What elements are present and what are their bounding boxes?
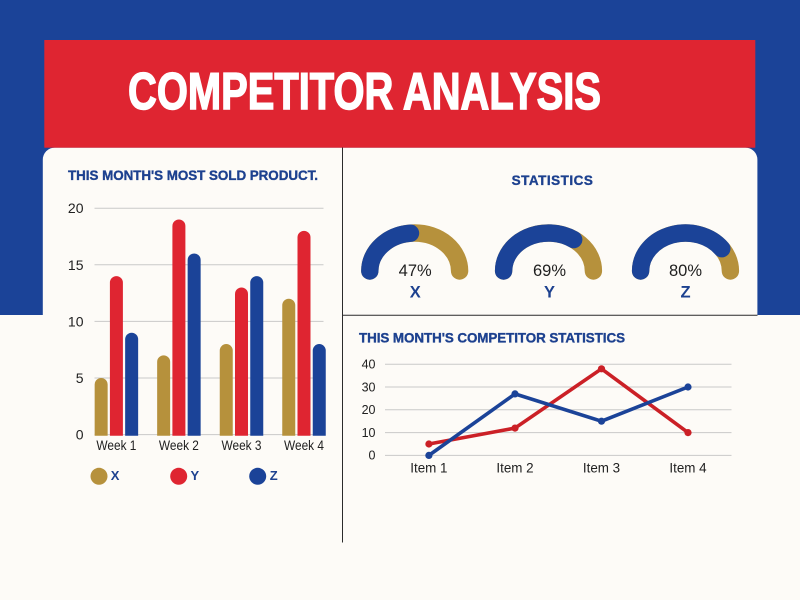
svg-text:Week 1: Week 1 (96, 438, 136, 453)
svg-text:5: 5 (76, 370, 84, 386)
svg-text:Z: Z (270, 468, 278, 483)
svg-text:80%: 80% (669, 262, 702, 280)
svg-text:0: 0 (76, 427, 84, 443)
svg-text:20: 20 (362, 403, 376, 417)
svg-text:Item 2: Item 2 (496, 460, 533, 475)
svg-text:40: 40 (362, 358, 376, 372)
svg-text:Item 3: Item 3 (583, 460, 620, 475)
svg-text:10: 10 (68, 313, 84, 329)
svg-text:Y: Y (191, 468, 200, 483)
svg-text:COMPETITOR ANALYSIS: COMPETITOR ANALYSIS (128, 63, 601, 121)
svg-text:X: X (410, 283, 421, 301)
svg-text:Week 3: Week 3 (222, 438, 262, 453)
svg-text:10: 10 (362, 426, 376, 440)
svg-text:20: 20 (68, 200, 84, 216)
svg-text:X: X (111, 468, 120, 483)
svg-text:Item 1: Item 1 (410, 460, 447, 475)
svg-text:STATISTICS: STATISTICS (512, 173, 594, 188)
svg-text:Y: Y (544, 283, 555, 301)
svg-text:Item 4: Item 4 (669, 460, 707, 475)
svg-text:Week 2: Week 2 (159, 438, 199, 453)
svg-text:47%: 47% (399, 262, 432, 280)
svg-text:THIS MONTH'S COMPETITOR STATIS: THIS MONTH'S COMPETITOR STATISTICS (359, 331, 625, 346)
svg-text:THIS MONTH'S MOST SOLD PRODUCT: THIS MONTH'S MOST SOLD PRODUCT. (68, 168, 318, 183)
svg-text:0: 0 (369, 449, 376, 463)
svg-text:30: 30 (362, 380, 376, 394)
svg-text:Z: Z (680, 283, 690, 301)
svg-text:69%: 69% (533, 262, 566, 280)
svg-text:Week 4: Week 4 (284, 438, 324, 453)
svg-text:15: 15 (68, 257, 84, 273)
